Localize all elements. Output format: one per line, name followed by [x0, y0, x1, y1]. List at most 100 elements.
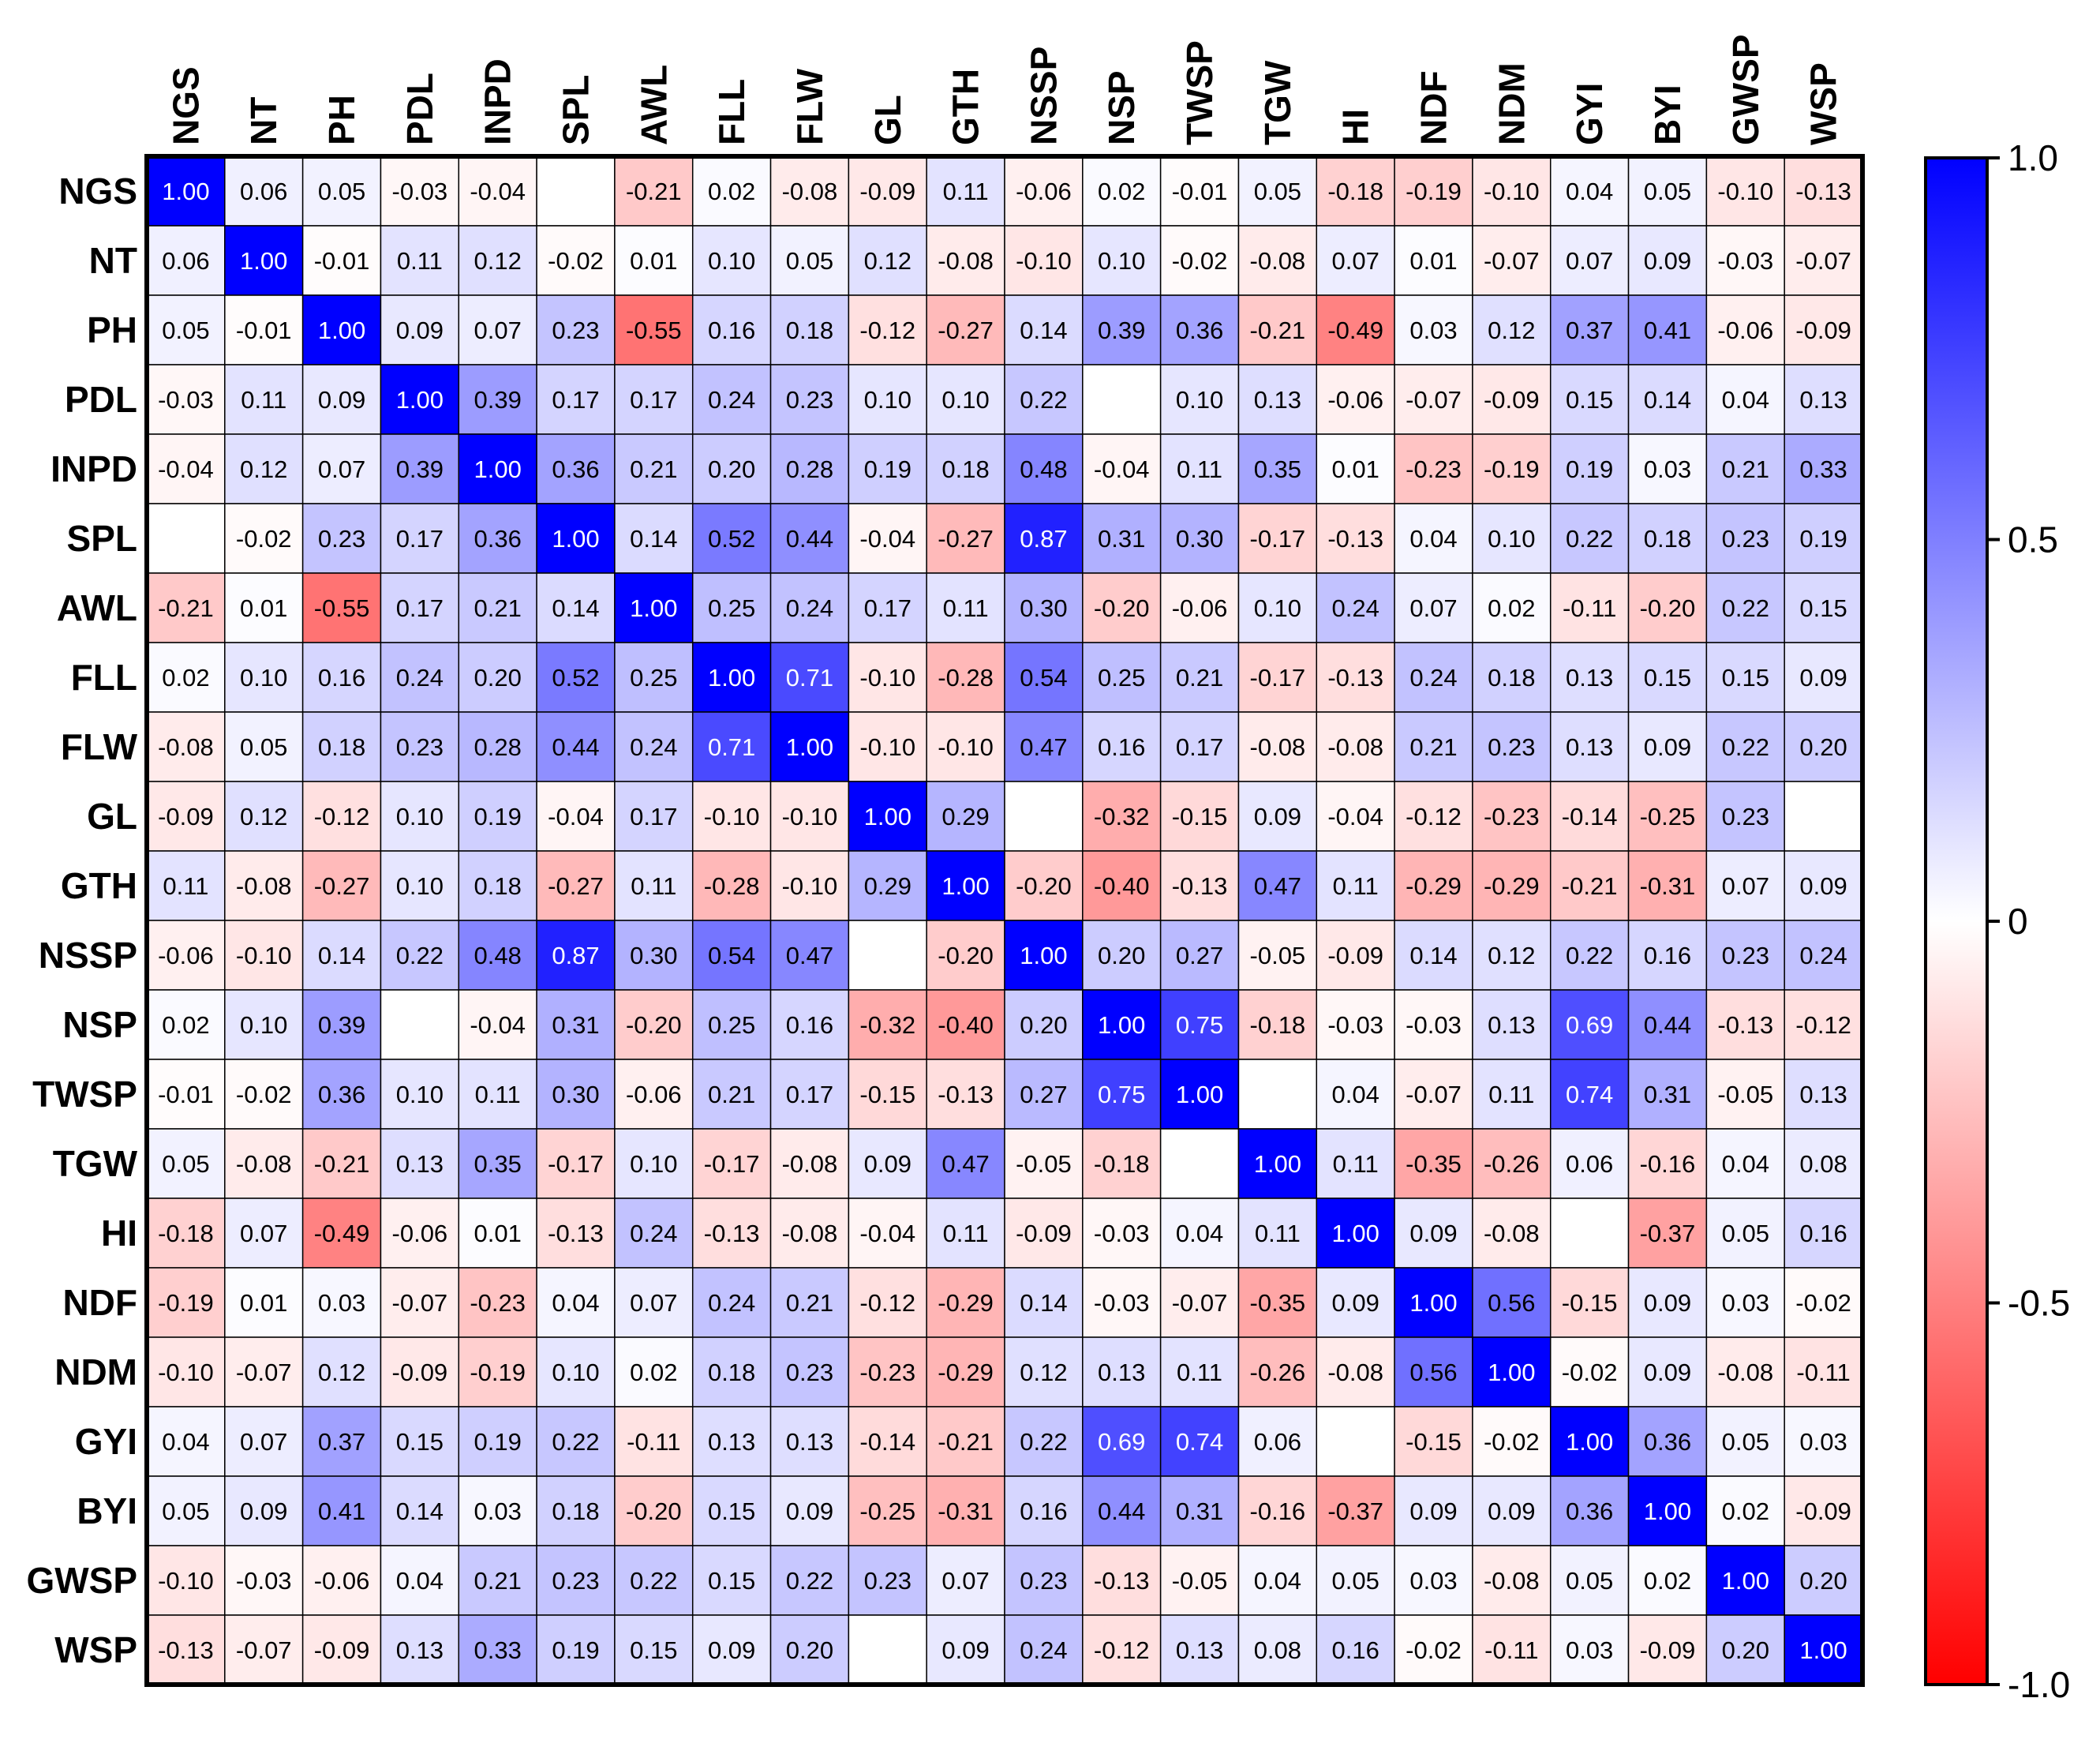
heatmap-cell — [1316, 1059, 1395, 1130]
cell-value: -0.13 — [1327, 664, 1383, 692]
cell-value: 0.13 — [396, 1150, 444, 1178]
cell-value: 0.24 — [1799, 942, 1847, 969]
cell-value: -0.21 — [938, 1428, 994, 1456]
cell-value: -0.08 — [236, 872, 292, 900]
cell-value: 0.30 — [552, 1081, 599, 1108]
heatmap-cell — [1705, 294, 1785, 365]
cell-value: 0.09 — [1799, 664, 1847, 692]
heatmap-cell — [769, 503, 850, 574]
cell-value: 0.05 — [318, 178, 365, 205]
cell-value: 0.23 — [318, 525, 365, 553]
cell-value: 0.17 — [786, 1081, 833, 1108]
cell-value: 0.11 — [943, 1220, 989, 1247]
cell-value: -0.13 — [938, 1081, 994, 1108]
cell-value: -0.23 — [859, 1359, 915, 1386]
cell-value: 0.08 — [1799, 1150, 1847, 1178]
heatmap-cell — [848, 1406, 927, 1477]
heatmap-cell — [1549, 1267, 1630, 1338]
cell-value: 0.29 — [864, 872, 911, 900]
cell-value: 0.12 — [240, 455, 287, 483]
heatmap-cell — [691, 1198, 772, 1269]
heatmap-cell — [1316, 1406, 1395, 1477]
heatmap-cell — [536, 1545, 616, 1616]
column-label: GWSP — [1725, 34, 1766, 145]
heatmap-cell — [1627, 711, 1708, 782]
cell-value: 0.17 — [552, 386, 599, 414]
heatmap-cell — [614, 850, 694, 921]
cell-value: 0.15 — [1722, 664, 1769, 692]
heatmap-cell — [1784, 642, 1863, 713]
cell-value: -0.08 — [782, 178, 838, 205]
heatmap-cell — [1627, 1059, 1708, 1130]
heatmap-cell — [1472, 364, 1552, 435]
heatmap-cell — [1472, 1475, 1552, 1546]
heatmap-cell — [1237, 1267, 1318, 1338]
cell-value: -0.14 — [1562, 803, 1618, 830]
cell-value: -0.21 — [1250, 317, 1306, 344]
heatmap-cell — [691, 920, 772, 991]
heatmap-cell — [458, 642, 537, 713]
cell-value: -0.09 — [1484, 386, 1540, 414]
heatmap-cell — [614, 1059, 694, 1130]
cell-value: -0.10 — [236, 942, 292, 969]
heatmap-cell — [1549, 781, 1630, 852]
heatmap-cell — [1159, 503, 1240, 574]
heatmap-cell — [1627, 1267, 1708, 1338]
heatmap-cell — [848, 364, 927, 435]
heatmap-cell — [1004, 433, 1084, 504]
row-label: HI — [101, 1213, 137, 1254]
cell-value: -0.23 — [1484, 803, 1540, 830]
heatmap-cell — [1159, 920, 1240, 991]
heatmap-cell — [1159, 1267, 1240, 1338]
row-label: NGS — [58, 171, 137, 212]
cell-value: 0.16 — [1020, 1497, 1067, 1525]
heatmap-cell — [1316, 503, 1395, 574]
heatmap-cell — [1082, 156, 1162, 227]
cell-value: 0.12 — [864, 247, 911, 275]
cell-value: 0.04 — [1254, 1567, 1301, 1595]
heatmap-cell — [380, 642, 460, 713]
cell-value: 0.15 — [1566, 386, 1613, 414]
heatmap-cell — [1237, 503, 1318, 574]
heatmap-cell — [301, 1545, 382, 1616]
cell-value: -0.29 — [1484, 872, 1540, 900]
cell-value: -0.05 — [1172, 1567, 1228, 1595]
cell-value: 0.11 — [1177, 1359, 1222, 1386]
cell-value: -0.06 — [1172, 594, 1228, 622]
heatmap-cell — [1394, 1128, 1473, 1199]
cell-value: 1.00 — [552, 525, 599, 553]
row-label: PDL — [65, 379, 137, 420]
cell-value: 0.01 — [630, 247, 677, 275]
cell-value: 0.15 — [708, 1567, 755, 1595]
cell-value: -0.02 — [236, 525, 292, 553]
heatmap-cell — [1472, 1336, 1552, 1408]
row-label: GTH — [61, 865, 137, 906]
heatmap-cell — [1784, 225, 1863, 296]
cell-value: 0.05 — [162, 317, 209, 344]
cell-value: 0.31 — [1176, 1497, 1223, 1525]
cell-value: 0.03 — [1644, 455, 1691, 483]
row-label: GWSP — [26, 1560, 137, 1601]
cell-value: 0.75 — [1098, 1081, 1145, 1108]
heatmap-cell — [1004, 781, 1084, 852]
heatmap-cell — [1159, 572, 1240, 643]
heatmap-cell — [848, 433, 927, 504]
cell-value: 0.74 — [1176, 1428, 1223, 1456]
heatmap-cell — [848, 642, 927, 713]
row-label: AWL — [57, 587, 137, 628]
cell-value: 0.02 — [1644, 1567, 1691, 1595]
heatmap-cell — [1705, 1198, 1785, 1269]
cell-value: -0.10 — [158, 1359, 214, 1386]
cell-value: 0.01 — [1409, 247, 1457, 275]
heatmap-cell — [301, 1336, 382, 1408]
cell-value: 0.20 — [708, 455, 755, 483]
cell-value: 0.15 — [708, 1497, 755, 1525]
cell-value: 0.35 — [474, 1150, 522, 1178]
cell-value: -0.12 — [1795, 1011, 1851, 1039]
heatmap-cell — [536, 850, 616, 921]
heatmap-cell — [1316, 711, 1395, 782]
heatmap-cell — [224, 1614, 304, 1685]
heatmap-cell — [536, 642, 616, 713]
heatmap-cell — [380, 364, 460, 435]
cell-value: -0.08 — [782, 1150, 838, 1178]
